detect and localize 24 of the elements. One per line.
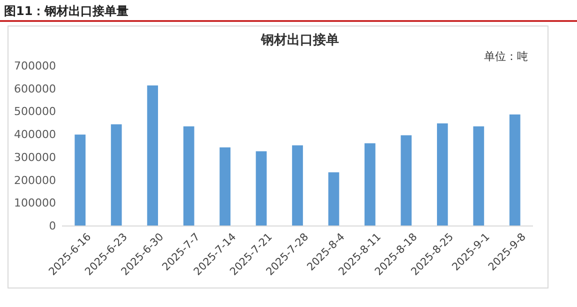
bar <box>509 114 520 226</box>
bar <box>292 145 303 226</box>
bar <box>473 126 484 226</box>
y-tick-label: 200000 <box>14 174 56 187</box>
y-tick-label: 300000 <box>14 150 56 164</box>
bar <box>364 143 376 226</box>
y-tick-label: 400000 <box>14 128 56 142</box>
bar <box>256 151 267 226</box>
bar <box>328 172 340 226</box>
y-tick-label: 500000 <box>14 105 56 118</box>
y-tick-label: 700000 <box>14 60 56 73</box>
bar <box>220 147 230 226</box>
y-tick-label: 100000 <box>14 196 56 210</box>
bar <box>74 134 86 226</box>
chart-subtitle: 钢材出口接单 <box>260 32 339 48</box>
bar <box>147 85 158 226</box>
chart-title: 图11：钢材出口接单量 <box>4 4 129 18</box>
y-tick-label: 600000 <box>14 82 56 96</box>
bar <box>183 126 194 226</box>
bar <box>400 135 412 226</box>
y-tick-label: 0 <box>49 220 56 233</box>
bar <box>436 123 448 226</box>
text: 单位：吨 <box>484 50 528 63</box>
bar <box>110 124 122 226</box>
